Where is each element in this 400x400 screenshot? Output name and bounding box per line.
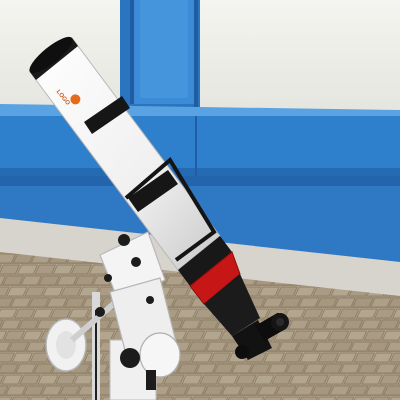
tube-ring-rear	[128, 170, 178, 212]
tube-ring-front	[84, 96, 130, 134]
equatorial-mount	[95, 231, 181, 390]
counterweight	[45, 297, 120, 372]
ra-knob-icon	[120, 348, 140, 368]
sun-logo-icon	[70, 94, 81, 105]
blue-wall-shade	[0, 176, 400, 186]
blue-window-frame	[120, 0, 200, 110]
dec-knob-icon	[118, 234, 130, 246]
focus-knob-icon	[235, 345, 249, 359]
blue-ledge	[0, 104, 400, 176]
focuser-eyepiece	[204, 274, 289, 360]
